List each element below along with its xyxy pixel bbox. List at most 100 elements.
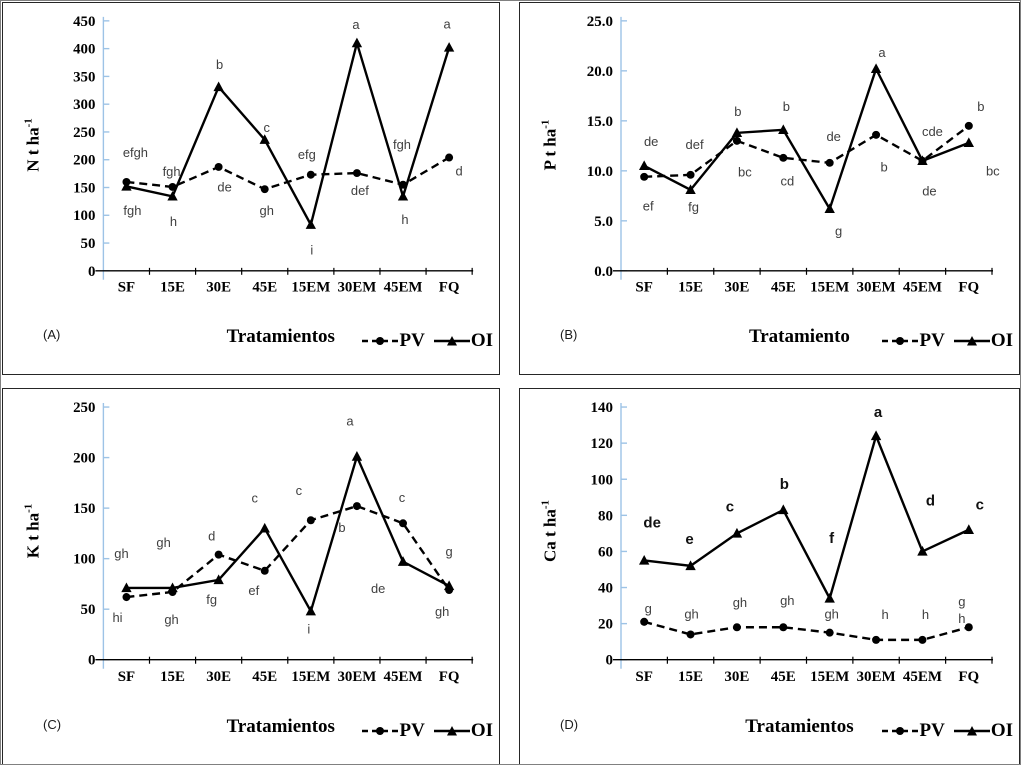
svg-text:b: b xyxy=(216,57,223,72)
legend-item-pv: PV xyxy=(361,720,425,742)
svg-text:100: 100 xyxy=(73,208,95,224)
svg-text:150: 150 xyxy=(73,501,95,517)
svg-text:80: 80 xyxy=(598,508,613,524)
legend-item-oi: OI xyxy=(953,720,1013,742)
svg-text:45EM: 45EM xyxy=(384,280,423,296)
svg-text:30EM: 30EM xyxy=(856,669,895,685)
svg-text:gh: gh xyxy=(260,203,274,218)
svg-text:FQ: FQ xyxy=(958,669,979,685)
svg-text:d: d xyxy=(455,163,462,178)
svg-text:100: 100 xyxy=(73,552,95,568)
y-axis-title-text: P t ha xyxy=(540,128,560,171)
svg-text:30EM: 30EM xyxy=(337,280,376,296)
svg-text:15E: 15E xyxy=(160,280,185,296)
svg-text:150: 150 xyxy=(73,180,95,196)
svg-text:20.0: 20.0 xyxy=(587,64,613,80)
legend-item-oi: OI xyxy=(433,330,493,352)
svg-text:efg: efg xyxy=(298,147,316,162)
y-axis-title-text: K t ha xyxy=(23,512,43,559)
svg-text:b: b xyxy=(780,476,789,493)
svg-text:a: a xyxy=(874,404,883,421)
svg-text:c: c xyxy=(252,490,259,505)
svg-text:h: h xyxy=(922,607,929,622)
svg-text:cde: cde xyxy=(922,124,943,139)
line-chart-b: 0.0 5.0 10.0 15.0 20.0 25.0 SF 15E 30E 45E 15EM 30E… xyxy=(587,14,1000,296)
svg-text:SF: SF xyxy=(635,669,653,685)
svg-text:gh: gh xyxy=(114,546,128,561)
svg-text:30E: 30E xyxy=(206,669,231,685)
svg-text:400: 400 xyxy=(73,42,95,58)
svg-text:15EM: 15EM xyxy=(291,669,330,685)
y-axis-title: Ca t ha-1 xyxy=(540,500,561,562)
svg-text:de: de xyxy=(371,581,385,596)
svg-text:ef: ef xyxy=(643,199,654,214)
line-chart-a: 0 50 100 150 200 250 300 350 400 450 SF 15E 30E 45E 15… xyxy=(73,14,474,296)
svg-text:b: b xyxy=(783,99,790,114)
svg-text:def: def xyxy=(686,137,704,152)
pv-dashed-line-icon xyxy=(362,727,399,735)
svg-text:FQ: FQ xyxy=(439,280,460,296)
svg-text:100: 100 xyxy=(590,472,613,488)
svg-text:200: 200 xyxy=(73,451,95,467)
oi-solid-line-icon xyxy=(433,726,470,736)
line-chart-c: 0 50 100 150 200 250 SF 15E 30E 45E 15EM 30EM 45EM FQ… xyxy=(73,400,474,685)
svg-text:15EM: 15EM xyxy=(810,280,849,296)
svg-text:c: c xyxy=(296,483,303,498)
oi-solid-line-icon xyxy=(953,726,990,736)
svg-text:ef: ef xyxy=(248,583,259,598)
legend: PV OI xyxy=(361,720,493,742)
svg-text:50: 50 xyxy=(81,602,96,618)
svg-text:gh: gh xyxy=(824,607,838,622)
svg-text:c: c xyxy=(263,120,270,135)
svg-text:de: de xyxy=(217,180,231,195)
svg-text:cd: cd xyxy=(780,174,794,189)
line-chart-d: 0 20 40 60 80 100 120 140 SF 15E 30E 45E 15EM 30EM 45E… xyxy=(590,400,993,685)
svg-text:gh: gh xyxy=(733,595,747,610)
svg-text:0: 0 xyxy=(605,653,613,669)
svg-text:30EM: 30EM xyxy=(856,280,895,296)
svg-text:15E: 15E xyxy=(678,669,703,685)
svg-text:de: de xyxy=(922,184,936,199)
svg-text:fg: fg xyxy=(206,592,217,607)
svg-text:gh: gh xyxy=(780,593,794,608)
svg-text:efgh: efgh xyxy=(123,145,148,160)
svg-text:15E: 15E xyxy=(160,669,185,685)
svg-text:30E: 30E xyxy=(724,669,749,685)
svg-text:gh: gh xyxy=(684,606,698,621)
svg-text:i: i xyxy=(307,621,310,636)
pv-dashed-line-icon xyxy=(882,727,919,735)
svg-text:g: g xyxy=(835,224,842,239)
y-axis-title-text: Ca t ha xyxy=(540,509,560,563)
svg-text:50: 50 xyxy=(81,236,96,252)
y-axis-title-text: N t ha xyxy=(23,127,43,172)
svg-text:de: de xyxy=(826,129,840,144)
svg-text:b: b xyxy=(880,160,887,175)
svg-text:i: i xyxy=(310,242,313,257)
svg-text:g: g xyxy=(446,544,453,559)
svg-text:45E: 45E xyxy=(771,280,796,296)
y-axis-title: K t ha-1 xyxy=(23,504,44,559)
svg-text:140: 140 xyxy=(590,400,613,416)
svg-text:15E: 15E xyxy=(678,280,703,296)
svg-text:d: d xyxy=(208,529,215,544)
svg-text:SF: SF xyxy=(635,280,652,296)
legend-label-oi: OI xyxy=(990,330,1013,351)
svg-text:d: d xyxy=(926,492,935,509)
chart-panel-b: 0.0 5.0 10.0 15.0 20.0 25.0 SF 15E 30E 45E 15EM 30E… xyxy=(519,2,1020,375)
legend-label-pv: PV xyxy=(399,330,425,351)
legend-label-oi: OI xyxy=(470,720,493,741)
chart-panel-c: 0 50 100 150 200 250 SF 15E 30E 45E 15EM 30EM 45EM FQ… xyxy=(2,388,500,764)
svg-text:c: c xyxy=(976,497,984,514)
svg-text:gh: gh xyxy=(164,612,178,627)
y-axis-title-superscript: -1 xyxy=(22,503,35,513)
svg-text:15EM: 15EM xyxy=(291,280,330,296)
legend-item-pv: PV xyxy=(881,330,945,352)
x-axis-title: Tratamientos xyxy=(226,716,335,737)
panel-letter: (D) xyxy=(560,717,579,732)
svg-text:c: c xyxy=(399,490,406,505)
legend: PV OI xyxy=(361,330,493,352)
svg-text:10.0: 10.0 xyxy=(587,164,613,180)
panel-letter: (A) xyxy=(43,327,61,342)
y-axis-title: N t ha-1 xyxy=(23,118,44,172)
svg-text:a: a xyxy=(346,413,354,428)
